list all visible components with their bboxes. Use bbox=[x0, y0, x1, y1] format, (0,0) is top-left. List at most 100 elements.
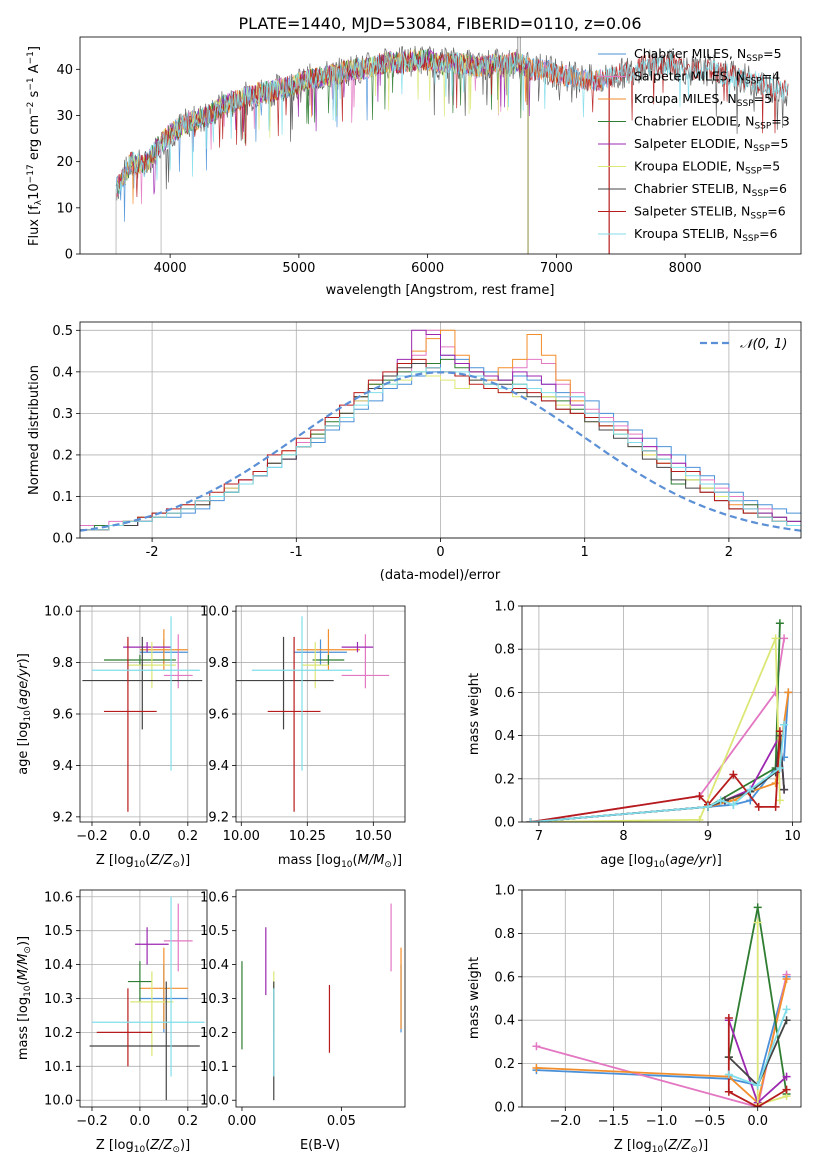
panel-weight-vs-age: 7 8 9 10 0.0 0.2 0.4 0.6 0.8 1.0 age [log10(age/yr… bbox=[467, 600, 802, 870]
x-tick-label: 0.2 bbox=[177, 1114, 198, 1129]
weight-marker bbox=[724, 1070, 733, 1079]
x-tick-label: -1 bbox=[290, 545, 303, 560]
x-tick-label: 4000 bbox=[154, 261, 187, 276]
weight-marker bbox=[754, 802, 763, 811]
x-tick-label: 8 bbox=[619, 829, 627, 844]
weight-marker bbox=[729, 770, 738, 779]
x-tick-label: 10.25 bbox=[289, 829, 326, 844]
x-axis-label: E(B-V) bbox=[300, 1138, 340, 1153]
spectrum-line-kroupa-stelib bbox=[115, 49, 789, 195]
weight-marker bbox=[782, 1085, 791, 1094]
x-tick-label: 1 bbox=[581, 545, 589, 560]
x-tick-label: 0.00 bbox=[227, 1114, 256, 1129]
weight-marker bbox=[775, 764, 784, 772]
y-tick-label: 0.6 bbox=[494, 686, 515, 701]
x-tick-label: 9 bbox=[704, 829, 712, 844]
y-tick-label: 10.1 bbox=[44, 1060, 73, 1075]
legend-label: Salpeter ELODIE, NSSP=5 bbox=[634, 136, 788, 154]
y-tick-label: 20 bbox=[56, 155, 73, 170]
weight-marker bbox=[782, 1005, 791, 1014]
weight-marker bbox=[784, 688, 793, 697]
y-tick-label: 0 bbox=[65, 248, 73, 263]
y-tick-label: 10.0 bbox=[200, 605, 229, 620]
y-tick-label: 10.0 bbox=[200, 1094, 229, 1109]
x-axis-label: mass [log10(M/M⊙)] bbox=[278, 853, 402, 870]
weight-marker bbox=[780, 634, 789, 643]
x-axis-label: Z [log10(Z/Z⊙)] bbox=[614, 1138, 708, 1155]
x-tick-label: 10 bbox=[784, 829, 801, 844]
weight-marker bbox=[746, 785, 755, 794]
weight-marker bbox=[724, 1087, 733, 1096]
y-tick-label: 0.6 bbox=[494, 970, 515, 985]
legend-label: Salpeter STELIB, NSSP=6 bbox=[634, 204, 786, 222]
y-tick-label: 10 bbox=[56, 201, 73, 216]
weight-marker bbox=[753, 918, 762, 927]
weight-marker bbox=[724, 1014, 733, 1023]
panel-mass-vs-EBV: 0.00 0.05 10.0 10.1 10.2 10.3 10.4 10.5 10.6 E(B-… bbox=[200, 889, 406, 1153]
weight-marker bbox=[526, 818, 535, 822]
y-tick-label: 0.2 bbox=[52, 448, 73, 463]
y-tick-label: 10.6 bbox=[44, 890, 73, 905]
weight-line-kroupa-miles bbox=[536, 978, 788, 1105]
y-tick-label: 9.6 bbox=[52, 708, 73, 723]
panel-residuals: -2 -1 0 1 2 0.0 0.1 0.2 0.3 0.4 0.5 𝒩(0, 1) (data-mo… bbox=[27, 321, 802, 583]
y-axis-label: mass weight bbox=[467, 957, 482, 1039]
y-tick-label: 10.3 bbox=[44, 992, 73, 1007]
weight-marker bbox=[782, 1016, 791, 1025]
x-tick-label: 0.0 bbox=[130, 1114, 151, 1129]
weight-line-salpeter-stelib bbox=[727, 1018, 788, 1107]
x-axis-label: Z [log10(Z/Z⊙)] bbox=[96, 1138, 190, 1155]
x-tick-label: 7000 bbox=[540, 261, 573, 276]
y-tick-label: 40 bbox=[56, 63, 73, 78]
y-tick-label: 10.2 bbox=[200, 1026, 229, 1041]
y-axis-label: mass weight bbox=[467, 673, 482, 755]
x-tick-label: 7 bbox=[535, 829, 543, 844]
y-axis-label: age [log10(age/yr)] bbox=[16, 653, 33, 775]
legend-label: Chabrier MILES, NSSP=5 bbox=[634, 46, 782, 64]
plot-area bbox=[236, 616, 390, 812]
x-axis-label: (data-model)/error bbox=[380, 568, 501, 583]
weight-marker bbox=[729, 800, 738, 809]
y-tick-label: 9.2 bbox=[208, 810, 229, 825]
weight-line-kroupa-elodie bbox=[530, 638, 781, 822]
y-tick-label: 1.0 bbox=[494, 600, 515, 615]
legend-label: Chabrier ELODIE, NSSP=3 bbox=[634, 114, 790, 132]
y-tick-label: 9.4 bbox=[208, 759, 229, 774]
legend-label: Salpeter MILES, NSSP=4 bbox=[634, 69, 780, 87]
weight-marker bbox=[532, 1063, 541, 1072]
x-tick-label: −2.0 bbox=[550, 1114, 582, 1129]
x-tick-label: 0.05 bbox=[327, 1114, 356, 1129]
weight-marker bbox=[780, 785, 789, 794]
x-tick-label: −1.5 bbox=[598, 1114, 630, 1129]
axes-frame bbox=[235, 605, 406, 823]
y-tick-label: 10.6 bbox=[200, 890, 229, 905]
plot-area bbox=[526, 619, 793, 822]
weight-marker bbox=[753, 1103, 762, 1107]
plot-area bbox=[532, 903, 791, 1107]
x-tick-label: 10.50 bbox=[355, 829, 392, 844]
hist-step-kroupa-stelib bbox=[80, 367, 801, 531]
x-tick-label: -2 bbox=[146, 545, 159, 560]
x-axis-label: age [log10(age/yr)] bbox=[600, 853, 722, 870]
panel-mass-vs-Z: −0.2 0.0 0.2 10.0 10.1 10.2 10.3 10.4 10.5 10.6 Z … bbox=[16, 889, 208, 1155]
weight-marker bbox=[753, 903, 762, 912]
x-tick-label: −0.2 bbox=[76, 829, 108, 844]
y-tick-label: 0.2 bbox=[494, 1057, 515, 1072]
panel-spectrum: 4000 5000 6000 7000 8000 0 10 20 30 40 Chabrier MI… bbox=[26, 36, 802, 298]
y-tick-label: 1.0 bbox=[494, 884, 515, 899]
legend-label: 𝒩(0, 1) bbox=[740, 337, 787, 352]
panel-age-vs-mass: 10.00 10.25 10.50 9.2 9.4 9.6 9.8 10.0 mass [log… bbox=[200, 605, 406, 870]
axes-frame bbox=[521, 605, 802, 823]
y-tick-label: 10.4 bbox=[44, 958, 73, 973]
y-tick-label: 9.6 bbox=[208, 708, 229, 723]
panel-weight-vs-Z: −2.0 −1.5 −1.0 −0.5 0.0 0.0 0.2 0.4 0.6 0.8 1.0 Z [… bbox=[467, 884, 802, 1155]
weight-marker bbox=[704, 802, 712, 811]
y-tick-label: 0.5 bbox=[52, 324, 73, 339]
x-tick-label: 0.2 bbox=[177, 829, 198, 844]
axes-frame bbox=[235, 889, 406, 1108]
figure-title: PLATE=1440, MJD=53084, FIBERID=0110, z=0… bbox=[238, 14, 641, 33]
y-tick-label: 0.8 bbox=[494, 643, 515, 658]
legend-label: Chabrier STELIB, NSSP=6 bbox=[634, 181, 787, 199]
weight-marker bbox=[753, 1081, 762, 1090]
